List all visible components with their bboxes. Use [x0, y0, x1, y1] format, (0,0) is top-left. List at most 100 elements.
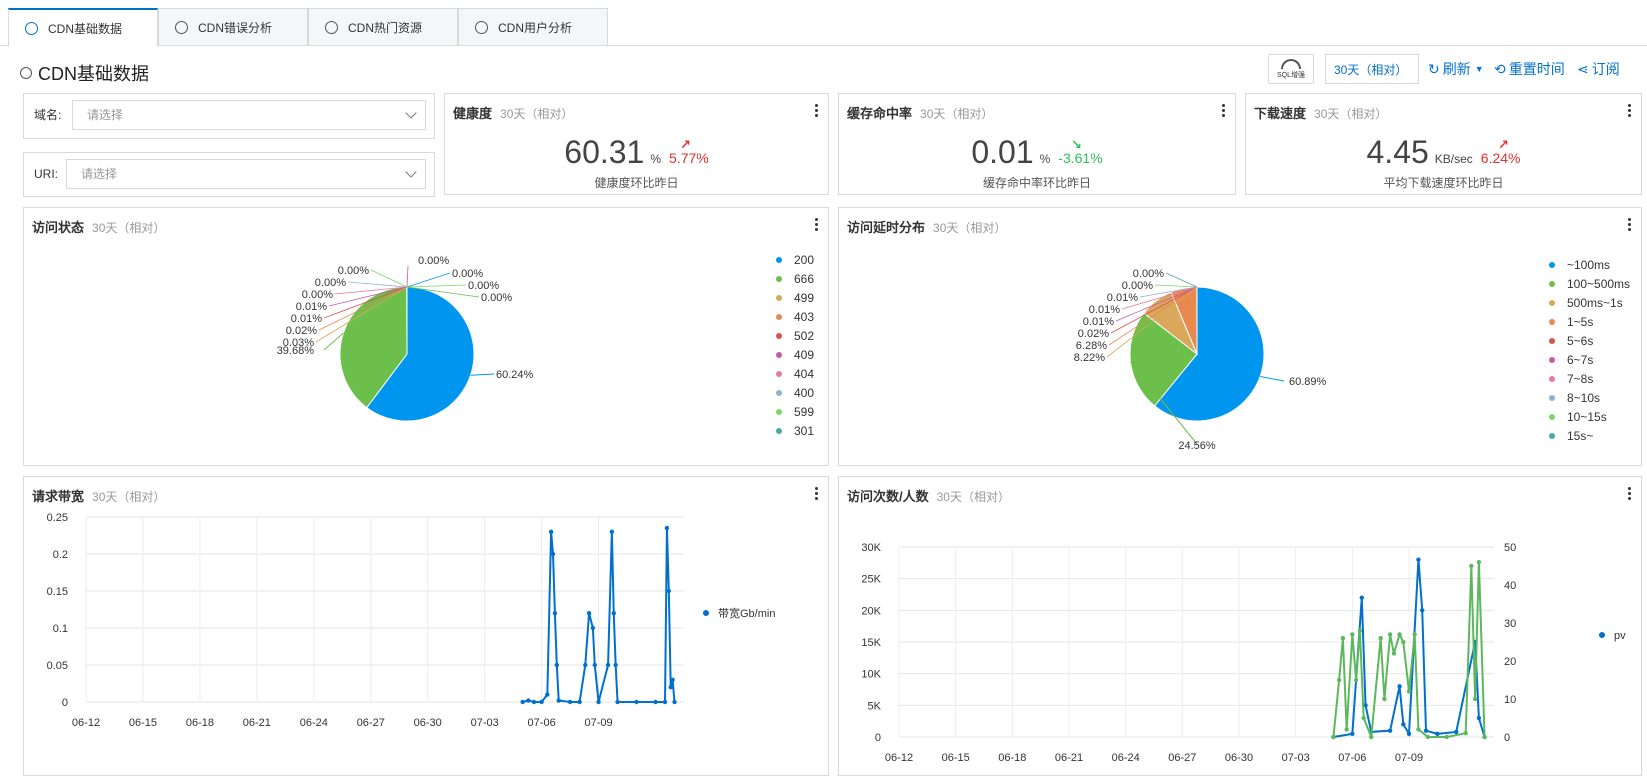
legend-label: 400: [794, 385, 815, 400]
y2-tick-label: 0: [1504, 732, 1510, 744]
leader-line: [1260, 375, 1285, 382]
pie-chart-icon: [175, 20, 188, 34]
data-point: [1423, 728, 1429, 733]
legend-label: 7~8s: [1567, 371, 1594, 386]
tab-cdn-user[interactable]: CDN用户分析: [458, 8, 608, 46]
refresh-button[interactable]: ↻ 刷新 ▼: [1428, 54, 1484, 84]
tab-cdn-hot[interactable]: CDN热门资源: [308, 8, 458, 46]
data-point: [1331, 734, 1336, 740]
data-point: [592, 662, 597, 668]
legend-label: 6~7s: [1567, 352, 1594, 367]
y-tick-label: 25K: [861, 574, 881, 586]
pie-label: 6.28%: [1076, 340, 1107, 352]
legend-item[interactable]: 200: [776, 250, 814, 269]
legend-item[interactable]: 400: [776, 383, 814, 402]
legend-item[interactable]: 100~500ms: [1549, 274, 1630, 293]
tab-cdn-error[interactable]: CDN错误分析: [158, 8, 308, 46]
kpi-change: 6.24%: [1480, 150, 1521, 166]
pie-label: 0.00%: [418, 255, 449, 267]
leader-line: [1121, 286, 1198, 310]
data-point: [577, 699, 582, 705]
subscribe-button[interactable]: ⋖ 订阅: [1577, 54, 1620, 84]
more-menu-icon[interactable]: [1628, 487, 1631, 500]
legend-item[interactable]: 599: [776, 402, 814, 421]
data-point: [1469, 563, 1474, 569]
data-point: [1350, 731, 1355, 737]
legend-item[interactable]: 5~6s: [1549, 331, 1630, 350]
leader-line: [1130, 361, 1198, 445]
legend-label: 404: [794, 366, 815, 381]
legend-item[interactable]: 409: [776, 345, 814, 364]
legend-item[interactable]: 404: [776, 364, 814, 383]
pie-label: 0.00%: [338, 265, 369, 277]
tab-cdn-basic[interactable]: CDN基础数据: [8, 8, 158, 47]
legend-swatch: [1549, 375, 1555, 382]
data-point: [1369, 734, 1374, 740]
uri-select[interactable]: 请选择: [66, 159, 426, 189]
kpi-value: 60.31: [564, 134, 645, 170]
legend-item[interactable]: 8~10s: [1549, 388, 1630, 407]
y-tick-label: 20K: [861, 605, 881, 617]
data-point: [1340, 636, 1346, 641]
share-icon: ⋖: [1577, 60, 1589, 77]
legend-swatch: [1599, 632, 1605, 638]
legend-label: ~100ms: [1567, 257, 1611, 272]
legend-item[interactable]: 10~15s: [1549, 407, 1630, 426]
data-point: [664, 525, 670, 531]
y-tick-label: 0.25: [47, 512, 68, 524]
legend-item[interactable]: 500ms~1s: [1549, 293, 1630, 312]
pie-label: 0.02%: [286, 325, 317, 337]
more-menu-icon[interactable]: [815, 218, 818, 231]
tab-label: CDN用户分析: [498, 20, 572, 35]
legend-item[interactable]: 15s~: [1549, 426, 1630, 445]
y-tick-label: 0: [62, 697, 68, 709]
legend-swatch: [1549, 337, 1555, 344]
legend-label: 10~15s: [1567, 409, 1607, 424]
data-point: [531, 699, 537, 705]
data-point: [526, 698, 531, 703]
data-point: [545, 692, 550, 697]
legend-item[interactable]: ~100ms: [1549, 255, 1630, 274]
more-menu-icon[interactable]: [1628, 104, 1631, 117]
sql-enhance-button[interactable]: SQL增强: [1268, 54, 1314, 84]
visits-chart-card: 访问次数/人数 30天（相对） 30K 25K 20K 15K 10K 5K 0 50 40 30 2…: [838, 476, 1642, 776]
kpi-desc: 健康度环比昨日: [594, 176, 679, 190]
reset-time-button[interactable]: ⟲ 重置时间: [1494, 54, 1565, 84]
leader-line: [323, 286, 408, 319]
more-menu-icon[interactable]: [1628, 218, 1631, 231]
x-tick-label: 07-06: [528, 717, 556, 729]
legend-item[interactable]: 666: [776, 269, 814, 288]
more-menu-icon[interactable]: [815, 104, 818, 117]
legend-swatch: [776, 275, 782, 282]
pie-label: 0.01%: [296, 301, 327, 313]
legend-label: 403: [794, 309, 815, 324]
more-menu-icon[interactable]: [1222, 104, 1225, 117]
legend-item[interactable]: 403: [776, 307, 814, 326]
legend-item[interactable]: 502: [776, 326, 814, 345]
tab-label: CDN错误分析: [198, 20, 272, 35]
time-range-button[interactable]: 30天（相对）: [1325, 54, 1419, 84]
domain-select[interactable]: 请选择: [72, 100, 426, 130]
legend-swatch: [1549, 299, 1555, 306]
x-tick-label: 07-09: [1395, 752, 1423, 764]
pie-chart-icon: [325, 20, 338, 34]
legend-label: 666: [794, 271, 815, 286]
more-menu-icon[interactable]: [815, 487, 818, 500]
pie-chart-icon: [25, 21, 38, 35]
x-tick-label: 06-27: [1168, 752, 1196, 764]
y-tick-label: 10K: [861, 669, 881, 681]
tab-bar: CDN基础数据 CDN错误分析 CDN热门资源 CDN用户分析: [0, 0, 1647, 47]
legend-item[interactable]: 7~8s: [1549, 369, 1630, 388]
legend-item[interactable]: 1~5s: [1549, 312, 1630, 331]
leader-line: [347, 281, 408, 288]
legend-swatch: [1549, 280, 1555, 287]
refresh-label: 刷新: [1442, 61, 1471, 77]
legend-label: 502: [794, 328, 815, 343]
visits-line-chart: 30K 25K 20K 15K 10K 5K 0 50 40 30 20 10 0 06-12 06-15 0…: [861, 542, 1626, 764]
legend-item[interactable]: 499: [776, 288, 814, 307]
data-point: [1463, 731, 1468, 736]
trend-down-icon: ↘: [1071, 137, 1082, 152]
legend-item[interactable]: 301: [776, 421, 814, 440]
legend-swatch: [776, 389, 782, 396]
legend-item[interactable]: 6~7s: [1549, 350, 1630, 369]
